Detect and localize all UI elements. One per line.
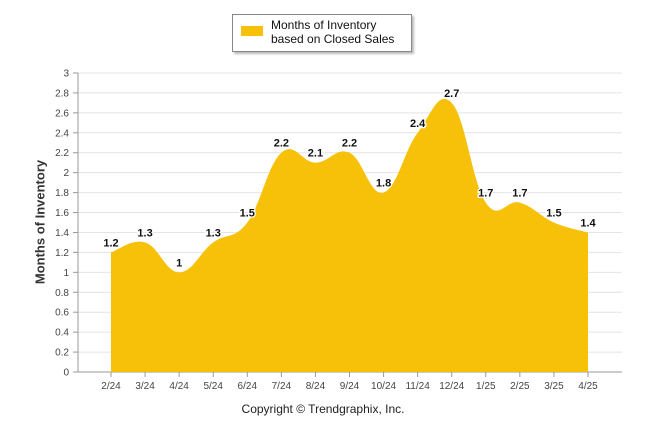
inventory-area	[111, 98, 588, 372]
y-tick-label: 0.6	[55, 308, 69, 319]
y-tick-label: 0	[63, 368, 69, 379]
y-tick-label: 1.2	[55, 248, 69, 259]
y-tick-label: 1.6	[55, 208, 69, 219]
x-tick-label: 1/25	[476, 381, 496, 392]
x-tick-label: 6/24	[238, 381, 258, 392]
legend: Months of Inventory based on Closed Sale…	[232, 14, 412, 52]
data-label: 1.4	[580, 217, 596, 229]
data-label: 1.5	[240, 208, 255, 220]
x-tick-label: 2/25	[510, 381, 530, 392]
data-label: 2.2	[274, 138, 289, 150]
y-tick-label: 1.4	[55, 228, 69, 239]
x-tick-label: 3/25	[544, 381, 564, 392]
data-label: 2.1	[308, 148, 323, 160]
data-label: 1.3	[137, 227, 152, 239]
x-tick-label: 7/24	[272, 381, 292, 392]
legend-swatch	[241, 26, 263, 36]
x-tick-label: 4/25	[578, 381, 598, 392]
y-tick-label: 2.4	[55, 128, 69, 139]
data-label: 1.3	[206, 227, 221, 239]
data-label: 1.7	[512, 188, 527, 200]
data-label: 1.2	[103, 237, 118, 249]
data-label: 1.5	[546, 208, 561, 220]
y-tick-label: 2.8	[55, 88, 69, 99]
y-tick-label: 1.8	[55, 188, 69, 199]
legend-label: Months of Inventory based on Closed Sale…	[271, 18, 395, 46]
x-tick-label: 10/24	[371, 381, 396, 392]
y-tick-label: 0.8	[55, 288, 69, 299]
copyright-credit: Copyright © Trendgraphix, Inc.	[241, 402, 405, 416]
y-tick-label: 2.6	[55, 108, 69, 119]
data-label: 2.7	[444, 88, 459, 100]
x-tick-label: 12/24	[439, 381, 464, 392]
data-label: 1.8	[376, 178, 391, 190]
y-tick-label: 3	[63, 69, 69, 80]
y-tick-label: 2.2	[55, 148, 69, 159]
data-label: 1.7	[478, 188, 493, 200]
x-tick-label: 11/24	[405, 381, 430, 392]
x-tick-label: 5/24	[203, 381, 223, 392]
x-tick-label: 2/24	[101, 381, 121, 392]
x-tick-label: 3/24	[135, 381, 155, 392]
x-tick-label: 8/24	[306, 381, 326, 392]
y-axis-label: Months of Inventory	[32, 159, 48, 285]
data-label: 2.4	[410, 118, 426, 130]
y-tick-label: 1	[63, 268, 69, 279]
data-label: 2.2	[342, 138, 357, 150]
data-label: 1	[176, 257, 182, 269]
x-tick-label: 9/24	[340, 381, 360, 392]
y-tick-label: 0.2	[55, 348, 69, 359]
y-tick-label: 2	[63, 168, 69, 179]
x-tick-label: 4/24	[169, 381, 189, 392]
y-tick-label: 0.4	[55, 328, 69, 339]
